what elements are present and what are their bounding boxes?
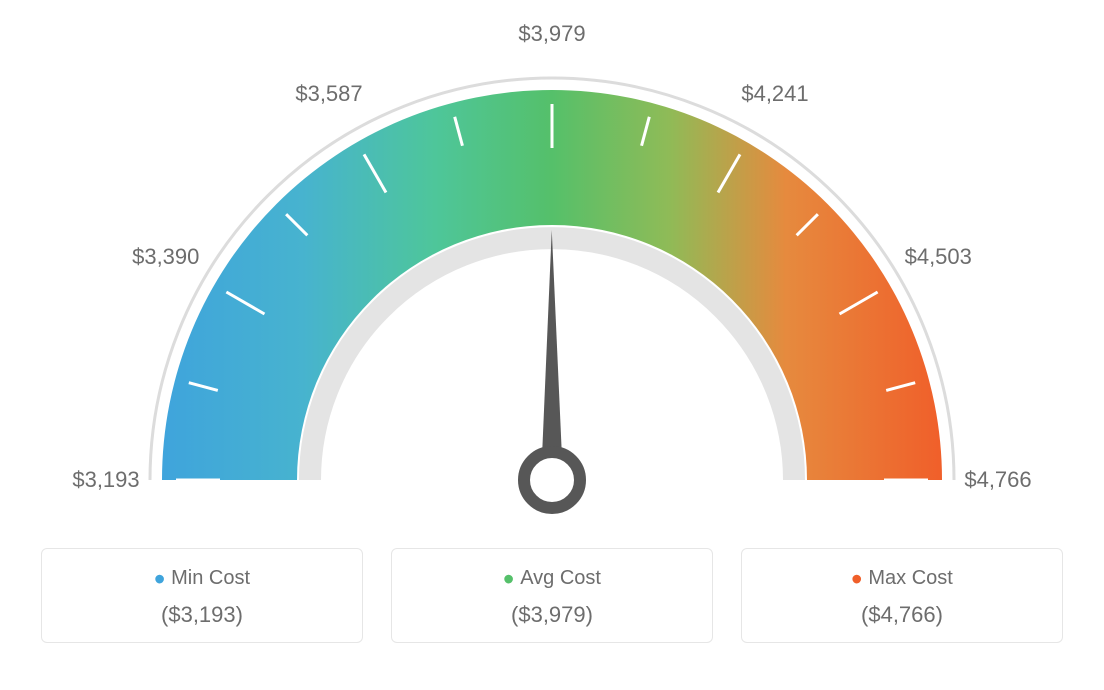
dot-avg: • bbox=[503, 561, 514, 597]
legend-card-max: •Max Cost ($4,766) bbox=[741, 548, 1063, 643]
tick-label: $3,979 bbox=[518, 21, 585, 46]
legend-value-avg: ($3,979) bbox=[402, 602, 702, 628]
legend-label-avg: Avg Cost bbox=[520, 567, 601, 589]
legend-title-max: •Max Cost bbox=[752, 567, 1052, 590]
gauge-chart: $3,193 $3,390 $3,587 $3,979 $4,241 $4,503 $4,7… bbox=[0, 0, 1104, 540]
gauge-needle bbox=[541, 230, 563, 480]
tick-label: $3,587 bbox=[295, 81, 362, 106]
legend-label-max: Max Cost bbox=[868, 567, 952, 589]
legend-value-min: ($3,193) bbox=[52, 602, 352, 628]
legend-card-avg: •Avg Cost ($3,979) bbox=[391, 548, 713, 643]
legend-title-min: •Min Cost bbox=[52, 567, 352, 590]
tick-label: $4,241 bbox=[741, 81, 808, 106]
tick-label: $3,390 bbox=[132, 244, 199, 269]
dot-max: • bbox=[851, 561, 862, 597]
legend-label-min: Min Cost bbox=[171, 567, 250, 589]
gauge-svg: $3,193 $3,390 $3,587 $3,979 $4,241 $4,503 $4,7… bbox=[0, 0, 1104, 540]
tick-label: $4,766 bbox=[964, 467, 1031, 492]
dot-min: • bbox=[154, 561, 165, 597]
legend-title-avg: •Avg Cost bbox=[402, 567, 702, 590]
legend-card-min: •Min Cost ($3,193) bbox=[41, 548, 363, 643]
tick-label: $3,193 bbox=[72, 467, 139, 492]
legend-value-max: ($4,766) bbox=[752, 602, 1052, 628]
needle-hub bbox=[524, 452, 580, 508]
tick-label: $4,503 bbox=[905, 244, 972, 269]
legend-row: •Min Cost ($3,193) •Avg Cost ($3,979) •M… bbox=[0, 548, 1104, 643]
